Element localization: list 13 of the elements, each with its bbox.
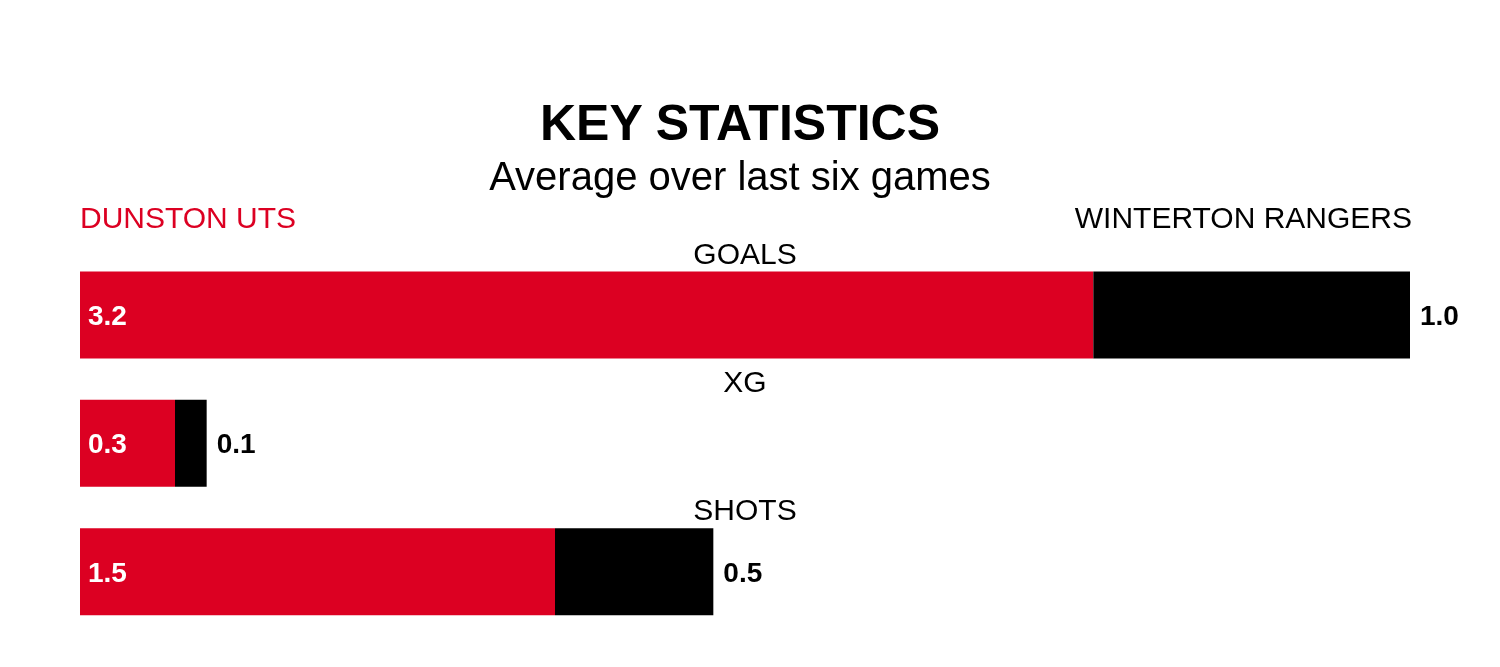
data-label: 3.2: [88, 300, 127, 332]
y-tick-label: SHOTS: [693, 493, 797, 527]
series-label: DUNSTON UTS: [80, 201, 297, 234]
data-label: 0.3: [88, 428, 127, 460]
data-label: 0.5: [723, 556, 763, 588]
data-label: 1.5: [88, 556, 127, 588]
series-label: WINTERTON RANGERS: [1074, 201, 1412, 234]
chart-subtitle: Average over last six games: [488, 153, 992, 200]
data-label: 0.1: [216, 428, 256, 460]
y-tick-label: XG: [723, 364, 767, 398]
chart-title: KEY STATISTICS: [538, 95, 942, 151]
y-tick-label: GOALS: [693, 236, 797, 270]
data-label: 1.0: [1420, 300, 1459, 332]
